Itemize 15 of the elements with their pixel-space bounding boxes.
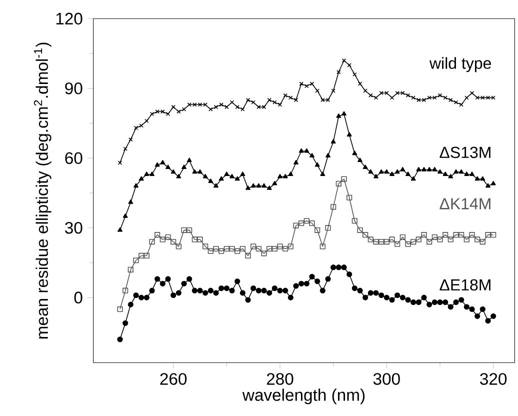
y-tick-label: 60 xyxy=(65,152,82,164)
y-tick-label: 30 xyxy=(65,222,82,234)
x-axis-title: wavelength (nm) xyxy=(242,388,365,404)
x-tick-label: 260 xyxy=(160,373,187,385)
y-axis-title: mean residue ellipticity (deg.cm$^{2}$.dmol$^{-1}$) xyxy=(34,42,52,339)
x-tick-label: 300 xyxy=(373,373,400,385)
y-tick-label: 0 xyxy=(74,292,82,304)
series-label: ΔS13M xyxy=(440,146,490,158)
series-label: ΔK14M xyxy=(440,198,490,210)
x-tick-label: 280 xyxy=(266,373,294,385)
series-label: ΔE18M xyxy=(440,279,490,291)
y-tick-label: 120 xyxy=(56,12,82,25)
series-label: wild type xyxy=(429,57,491,72)
y-tick-label: 90 xyxy=(65,82,82,94)
x-tick-label: 320 xyxy=(480,373,507,385)
